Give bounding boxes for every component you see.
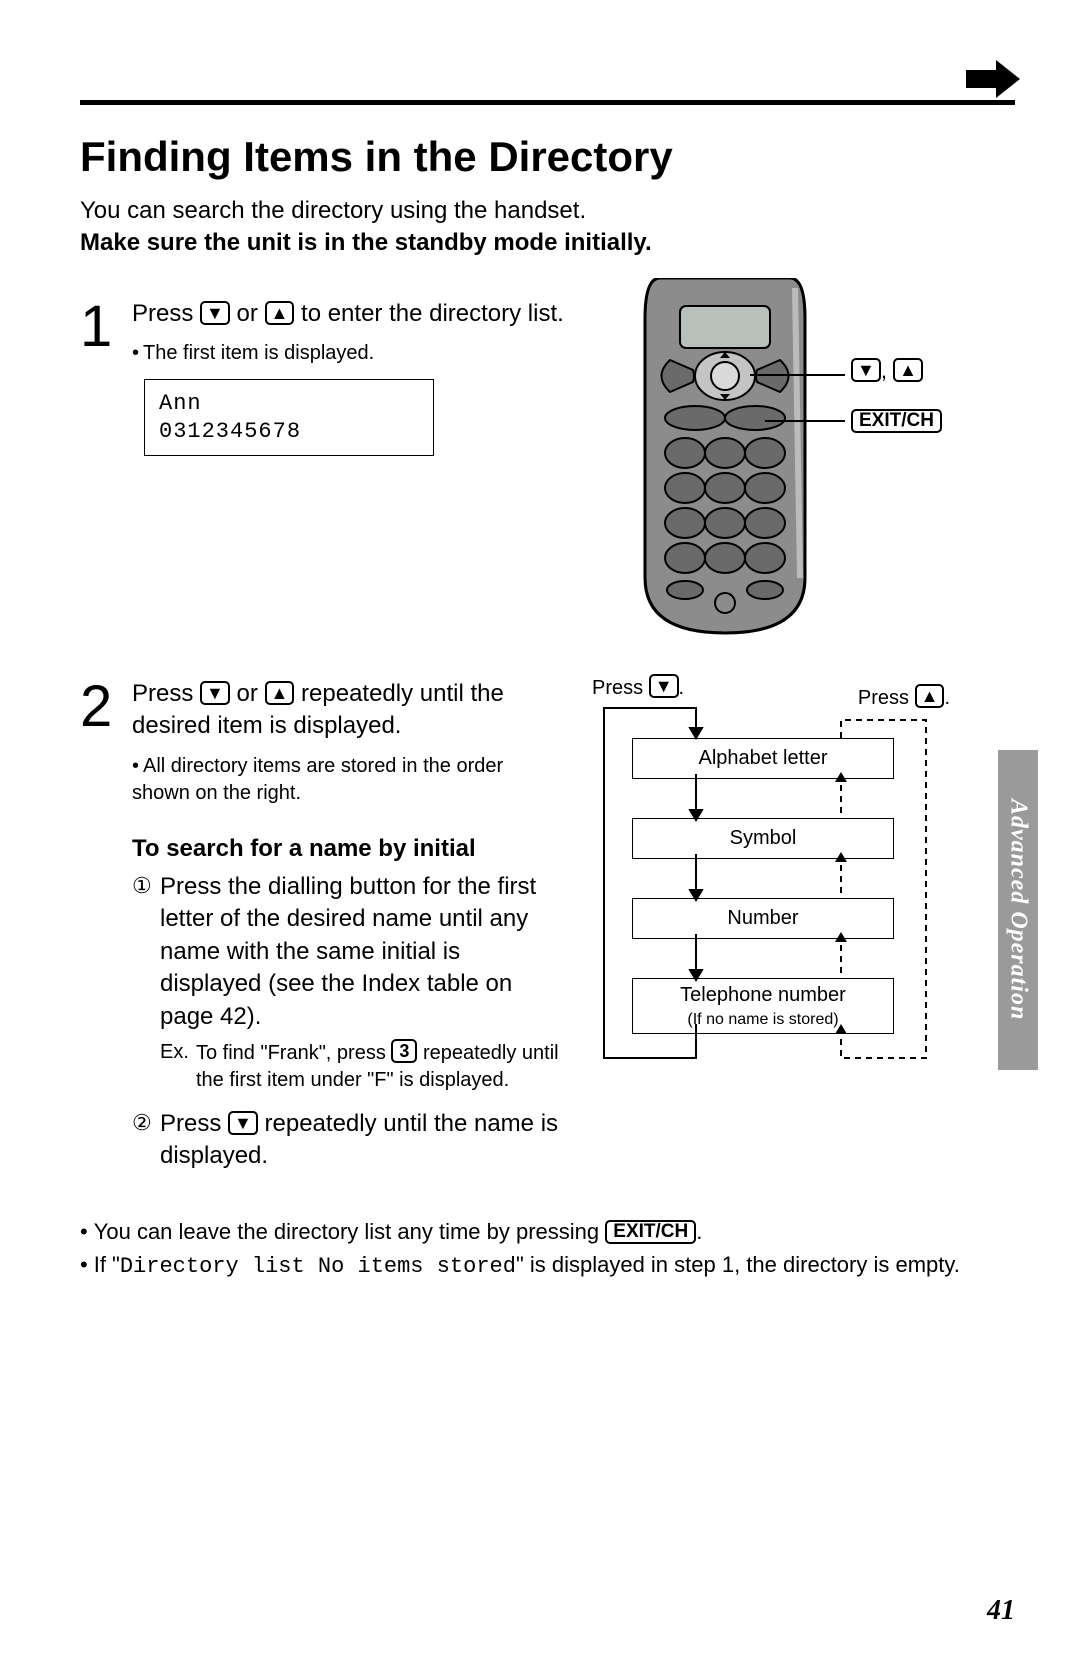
circled-2-icon: ② [132, 1108, 160, 1173]
key-down-icon: ▼ [228, 1111, 258, 1135]
directory-order-diagram: Press ▼. Press ▲. Alphabet letter Symbol… [586, 678, 946, 1088]
horizontal-rule [80, 100, 1015, 105]
key-down-icon: ▼ [200, 301, 230, 325]
page: Finding Items in the Directory You can s… [0, 0, 1080, 1669]
step-2-text: Press ▼ or ▲ repeatedly until the desire… [132, 678, 562, 743]
key-exit-icon: EXIT/CH [605, 1220, 696, 1244]
text-fragment: Press [132, 300, 200, 327]
search-by-initial-title: To search for a name by initial [132, 833, 562, 865]
step-2: 2 Press ▼ or ▲ repeatedly until the desi… [80, 678, 1015, 1173]
substep-1: ① Press the dialling button for the firs… [132, 871, 562, 1094]
text-fragment: You can leave the directory list any tim… [94, 1219, 606, 1244]
page-title: Finding Items in the Directory [80, 133, 1015, 181]
text-fragment: If " [94, 1252, 120, 1277]
key-exit-icon: EXIT/CH [851, 409, 942, 433]
handset-icon [615, 278, 835, 638]
circled-1-icon: ① [132, 871, 160, 1094]
callout-nav-keys: ▼, ▲ [851, 356, 923, 386]
footer-note-2: If "Directory list No items stored" is d… [80, 1248, 1015, 1283]
intro-text: You can search the directory using the h… [80, 195, 1015, 260]
text-fragment: . [696, 1219, 702, 1244]
step-2-number: 2 [80, 678, 132, 1173]
handset-illustration: ▼, ▲ EXIT/CH [615, 298, 1015, 658]
continue-arrow-icon [966, 60, 1020, 98]
step-1-number: 1 [80, 298, 132, 658]
text-fragment: " is displayed in step 1, the directory … [516, 1252, 960, 1277]
flow-arrows-icon [586, 678, 946, 1088]
step-1-bullet: The first item is displayed. [132, 340, 591, 367]
footer-note-1: You can leave the directory list any tim… [80, 1215, 1015, 1248]
page-number: 41 [987, 1595, 1015, 1627]
footer-notes: You can leave the directory list any tim… [80, 1215, 1015, 1283]
section-tab-label: Advanced Operation [1005, 799, 1032, 1020]
lcd-line-1: Ann [159, 390, 419, 418]
lcd-display: Ann 0312345678 [144, 379, 434, 456]
step-2-bullet: All directory items are stored in the or… [132, 753, 562, 807]
substep-2: ② Press ▼ repeatedly until the name is d… [132, 1108, 562, 1173]
substep-1-text: Press the dialling button for the first … [160, 873, 536, 1030]
key-up-icon: ▲ [265, 681, 295, 705]
text-fragment: or [230, 680, 265, 707]
callout-exit-key: EXIT/CH [851, 406, 942, 436]
section-tab: Advanced Operation [998, 750, 1038, 1070]
step-1-text: Press ▼ or ▲ to enter the directory list… [132, 298, 591, 456]
key-up-icon: ▲ [893, 358, 923, 382]
text-fragment: To find "Frank", press [196, 1042, 391, 1064]
text-fragment: or [230, 300, 265, 327]
substep-1-example: Ex. To find "Frank", press 3 repeatedly … [160, 1039, 562, 1094]
key-3-icon: 3 [391, 1039, 417, 1063]
text-fragment: Press [160, 1110, 228, 1137]
intro-line-1: You can search the directory using the h… [80, 195, 1015, 227]
text-fragment: to enter the directory list. [294, 300, 563, 327]
text-fragment: Press [132, 680, 200, 707]
example-label: Ex. [160, 1039, 196, 1094]
key-up-icon: ▲ [265, 301, 295, 325]
callout-line [750, 374, 845, 376]
callout-line [765, 420, 845, 422]
text-fragment: Directory list No items stored [120, 1254, 516, 1279]
lcd-line-2: 0312345678 [159, 418, 419, 446]
intro-line-2: Make sure the unit is in the standby mod… [80, 227, 1015, 259]
key-down-icon: ▼ [200, 681, 230, 705]
step-1: 1 Press ▼ or ▲ to enter the directory li… [80, 298, 1015, 658]
key-down-icon: ▼ [851, 358, 881, 382]
